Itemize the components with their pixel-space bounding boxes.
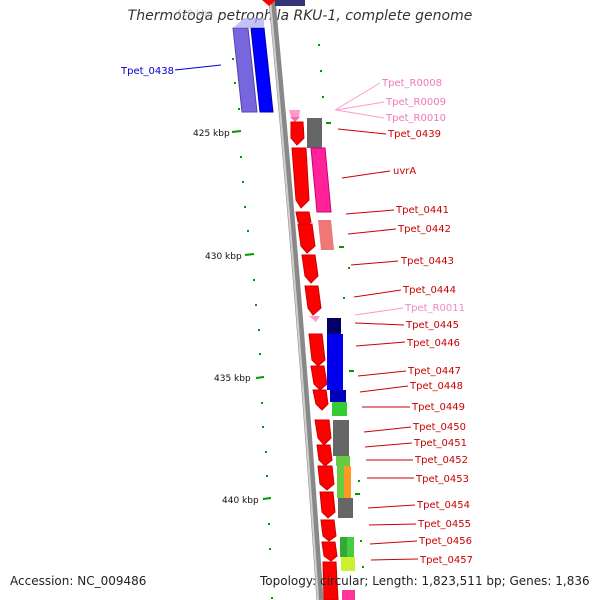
gene-label[interactable]: Tpet_0445 (405, 320, 459, 331)
gene-tpet-0453-b (344, 466, 351, 498)
gene-label[interactable]: Tpet_0438 (120, 66, 174, 77)
gene-label[interactable]: Tpet_0451 (413, 438, 467, 449)
gene-label[interactable]: Tpet_0455 (417, 519, 471, 530)
scale-ticks (231, 130, 272, 500)
gene-tpet-0458 (342, 590, 355, 600)
gene-label[interactable]: Tpet_0446 (406, 338, 460, 349)
gene-label[interactable]: Tpet_0456 (418, 536, 472, 547)
top-feature (275, 0, 305, 6)
gene-label[interactable]: Tpet_R0010 (385, 113, 446, 124)
gene-tpet-r0008 (289, 110, 300, 117)
genome-backbone (268, 0, 324, 600)
gene-label[interactable]: Tpet_0457 (419, 555, 473, 566)
gene-label[interactable]: Tpet_0444 (402, 285, 456, 296)
right-dots (318, 44, 364, 568)
map-title: Thermotoga petrophila RKU-1, complete ge… (127, 8, 473, 24)
scale-label-430: 430 kbp (205, 252, 242, 262)
gene-tpet-0456-b (347, 537, 354, 557)
gene-label[interactable]: Tpet_0441 (395, 205, 449, 216)
gene-label[interactable]: Tpet_R0011 (404, 303, 465, 314)
gene-label[interactable]: Tpet_0453 (415, 474, 469, 485)
gene-label[interactable]: Tpet_0439 (387, 129, 441, 140)
topology-text: Topology: circular; Length: 1,823,511 bp… (260, 574, 590, 588)
gene-tpet-0457 (341, 557, 355, 571)
gene-label[interactable]: Tpet_R0009 (385, 97, 446, 108)
gene-tpet-0456-a (340, 537, 347, 557)
gene-tpet-0452 (336, 456, 350, 466)
scale-label-420: 420 kbp (176, 9, 213, 19)
gene-tpet-0453-a (337, 466, 344, 498)
gene-tpet-r0009 (290, 117, 300, 122)
red-gene-arrows (290, 121, 339, 600)
gene-tpet-0448 (330, 390, 346, 402)
gene-label[interactable]: Tpet_0450 (412, 422, 466, 433)
genome-backbone-highlight (269, 0, 319, 600)
gene-tpet-0450 (333, 420, 349, 456)
gene-tpet-0442 (318, 220, 334, 250)
top-feature-arrow (262, 0, 276, 6)
gene-label[interactable]: Tpet_R0008 (381, 78, 442, 89)
gene-tpet-0445 (327, 318, 341, 334)
gene-tpet-0438-top (233, 18, 264, 28)
scale-label-440: 440 kbp (222, 496, 259, 506)
scale-label-435: 435 kbp (214, 374, 251, 384)
scale-label-425: 425 kbp (193, 129, 230, 139)
gene-tpet-0439 (307, 118, 322, 148)
gene-tpet-0446 (327, 334, 343, 390)
gene-tpet-0449 (332, 402, 347, 416)
gene-label[interactable]: Tpet_0448 (409, 381, 463, 392)
gene-label[interactable]: Tpet_0447 (407, 366, 461, 377)
gene-label[interactable]: uvrA (393, 166, 416, 177)
accession-text: Accession: NC_009486 (10, 574, 147, 588)
gene-label[interactable]: Tpet_0443 (400, 256, 454, 267)
scale-dots (232, 58, 273, 599)
gene-uvra (310, 147, 332, 213)
gene-label[interactable]: Tpet_0452 (414, 455, 468, 466)
gene-label[interactable]: Tpet_0454 (416, 500, 470, 511)
gene-label[interactable]: Tpet_0449 (411, 402, 465, 413)
leader-lines (174, 64, 419, 561)
gene-label[interactable]: Tpet_0442 (397, 224, 451, 235)
gene-tpet-r0011 (309, 316, 320, 322)
gene-tpet-0454 (338, 498, 353, 518)
